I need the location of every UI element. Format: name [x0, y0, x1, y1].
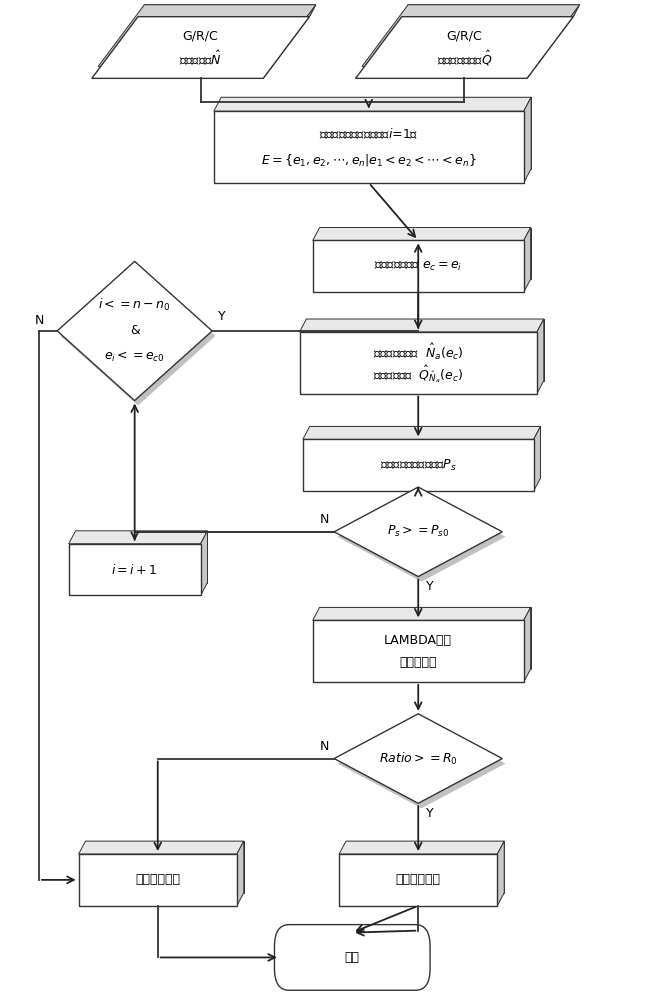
- Polygon shape: [92, 17, 309, 78]
- Text: Y: Y: [218, 310, 226, 323]
- Text: LAMBDA算法: LAMBDA算法: [384, 634, 452, 647]
- Polygon shape: [76, 531, 207, 583]
- Polygon shape: [313, 607, 531, 620]
- Polygon shape: [527, 5, 579, 78]
- Text: $E=\{e_1,e_2,\cdots,e_n|e_1<e_2<\cdots<e_n\}$: $E=\{e_1,e_2,\cdots,e_n|e_1<e_2<\cdots<e…: [261, 152, 477, 168]
- Text: $e_i<=e_{c0}$: $e_i<=e_{c0}$: [104, 349, 165, 364]
- Text: 浮点模糊度$\hat{N}$: 浮点模糊度$\hat{N}$: [180, 49, 222, 68]
- Polygon shape: [320, 607, 531, 669]
- Polygon shape: [356, 17, 573, 78]
- Text: 模糊度固定解: 模糊度固定解: [396, 873, 441, 886]
- Text: Y: Y: [426, 807, 434, 820]
- Text: G/R/C: G/R/C: [183, 30, 219, 43]
- Polygon shape: [337, 719, 505, 808]
- Polygon shape: [537, 319, 544, 394]
- Polygon shape: [299, 332, 537, 394]
- Polygon shape: [310, 426, 541, 478]
- Polygon shape: [346, 841, 504, 893]
- Polygon shape: [524, 228, 531, 292]
- Polygon shape: [339, 854, 497, 906]
- Polygon shape: [201, 531, 207, 595]
- Polygon shape: [339, 841, 504, 854]
- Polygon shape: [78, 854, 237, 906]
- Text: G/R/C: G/R/C: [446, 30, 482, 43]
- Polygon shape: [214, 111, 524, 183]
- Text: N: N: [35, 314, 44, 327]
- Text: N: N: [320, 740, 329, 753]
- Text: 计算模糊度固定成功率$P_s$: 计算模糊度固定成功率$P_s$: [380, 458, 457, 473]
- Polygon shape: [68, 531, 207, 544]
- Text: &: &: [130, 324, 140, 337]
- Polygon shape: [402, 5, 579, 17]
- Polygon shape: [98, 5, 316, 66]
- Polygon shape: [299, 319, 544, 332]
- Polygon shape: [334, 487, 502, 577]
- Polygon shape: [313, 240, 524, 292]
- Text: $P_s>=P_{s0}$: $P_s>=P_{s0}$: [387, 524, 450, 539]
- Polygon shape: [307, 319, 544, 381]
- Polygon shape: [313, 620, 524, 682]
- FancyBboxPatch shape: [275, 925, 430, 990]
- Polygon shape: [214, 97, 531, 111]
- Text: Y: Y: [426, 580, 434, 593]
- Polygon shape: [524, 607, 531, 682]
- Polygon shape: [303, 439, 533, 491]
- Polygon shape: [61, 266, 215, 406]
- Text: N: N: [320, 513, 329, 526]
- Text: 模糊度协方差阵$\hat{Q}$: 模糊度协方差阵$\hat{Q}$: [437, 49, 492, 68]
- Polygon shape: [86, 841, 244, 893]
- Polygon shape: [533, 426, 541, 491]
- Text: 结束: 结束: [344, 951, 360, 964]
- Text: $i<=n-n_0$: $i<=n-n_0$: [98, 297, 171, 313]
- Polygon shape: [303, 426, 541, 439]
- Polygon shape: [78, 841, 244, 854]
- Polygon shape: [313, 228, 531, 240]
- Text: 部分模糊度子集  $\hat{N}_a(e_c)$: 部分模糊度子集 $\hat{N}_a(e_c)$: [373, 342, 464, 362]
- Polygon shape: [221, 97, 531, 169]
- Text: 设定高度截止角 $e_c=e_i$: 设定高度截止角 $e_c=e_i$: [374, 260, 462, 273]
- Polygon shape: [263, 5, 316, 78]
- Text: 及协方差矩阵  $\hat{Q}_{\hat{N}_a}(e_c)$: 及协方差矩阵 $\hat{Q}_{\hat{N}_a}(e_c)$: [373, 363, 464, 385]
- Polygon shape: [337, 492, 505, 582]
- Polygon shape: [497, 841, 504, 906]
- Polygon shape: [237, 841, 244, 906]
- Polygon shape: [524, 97, 531, 183]
- Text: 模糊度浮点解: 模糊度浮点解: [135, 873, 180, 886]
- Polygon shape: [68, 544, 201, 595]
- Polygon shape: [334, 714, 502, 803]
- Text: $i=i+1$: $i=i+1$: [112, 563, 158, 577]
- Polygon shape: [362, 5, 579, 66]
- Text: $Ratio>=R_0$: $Ratio>=R_0$: [379, 751, 458, 767]
- Text: 模糊度搜索: 模糊度搜索: [400, 656, 437, 669]
- Text: 按卫星高度角升序排序（$i$=1）: 按卫星高度角升序排序（$i$=1）: [319, 127, 418, 141]
- Polygon shape: [138, 5, 316, 17]
- Polygon shape: [320, 228, 531, 279]
- Polygon shape: [57, 261, 212, 401]
